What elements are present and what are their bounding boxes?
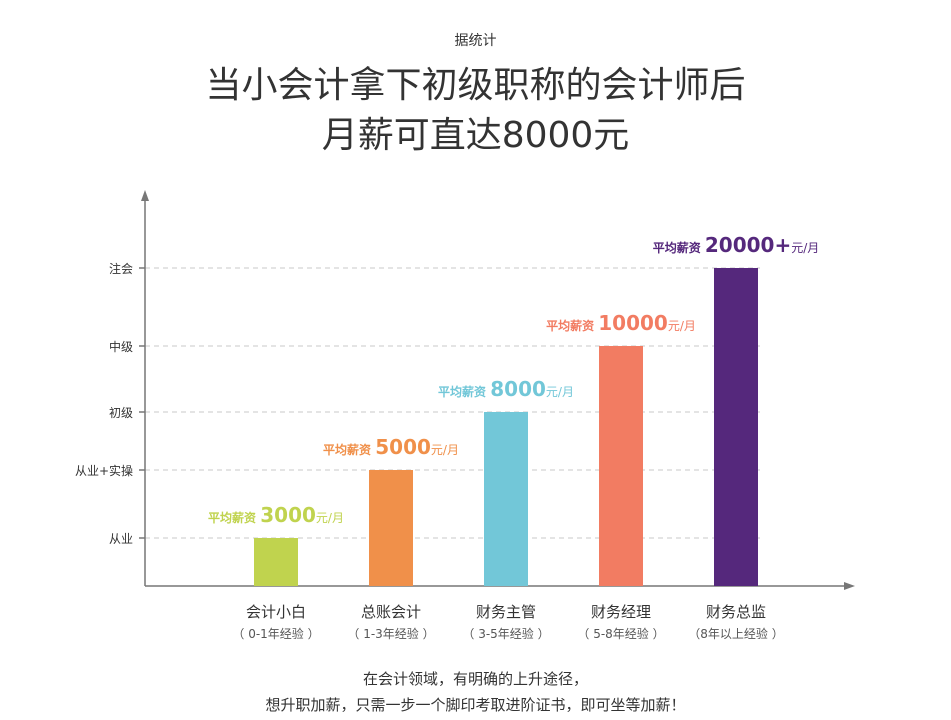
salary-value: 8000	[490, 377, 546, 401]
bars	[254, 268, 758, 586]
x-tick-label: 财务经理	[591, 603, 651, 621]
headline-line-2: 月薪可直达8000元	[321, 115, 630, 156]
bar	[369, 470, 413, 586]
y-tick-label: 从业	[109, 532, 133, 546]
grid-lines	[139, 267, 760, 539]
salary-unit: 元/月	[791, 241, 819, 255]
salary-unit: 元/月	[668, 319, 696, 333]
headline-line-1: 当小会计拿下初级职称的会计师后	[205, 65, 746, 106]
x-tick-label: 财务总监	[706, 603, 766, 621]
x-tick-sublabel: （ 0-1年经验 ）	[232, 626, 319, 641]
footer-line-2: 想升职加薪，只需一步一个脚印考取进阶证书，即可坐等加薪！	[265, 696, 686, 714]
salary-prefix: 平均薪资	[208, 510, 260, 525]
salary-label: 平均薪资 8000元/月	[438, 377, 574, 401]
eyebrow-text: 据统计	[454, 33, 497, 49]
y-axis-arrow	[141, 190, 149, 201]
salary-prefix: 平均薪资	[653, 240, 705, 255]
salary-value: 3000	[260, 503, 316, 527]
x-axis-arrow	[844, 582, 855, 590]
y-tick-label: 注会	[109, 261, 133, 276]
x-tick-sublabel: （ 5-8年经验 ）	[577, 626, 664, 641]
salary-label: 平均薪资 20000+元/月	[653, 233, 820, 257]
footer-line-1: 在会计领域，有明确的上升途径，	[362, 670, 588, 688]
salary-unit: 元/月	[316, 511, 344, 525]
bar	[714, 268, 758, 586]
salary-value: 5000	[375, 435, 431, 459]
y-tick-labels: 从业 从业+实操 初级 中级 注会	[75, 261, 133, 546]
x-tick-sublabel: （ 1-3年经验 ）	[347, 626, 434, 641]
salary-prefix: 平均薪资	[546, 318, 598, 333]
bar	[484, 412, 528, 586]
x-tick-label: 会计小白	[246, 603, 306, 621]
y-tick-label: 初级	[109, 406, 133, 420]
bar	[599, 346, 643, 586]
y-tick-label: 从业+实操	[75, 463, 133, 478]
y-tick-label: 中级	[109, 339, 133, 354]
x-tick-labels: 会计小白 （ 0-1年经验 ） 总账会计 （ 1-3年经验 ） 财务主管 （ 3-5年经验…	[232, 603, 783, 641]
x-tick-sublabel: （8年以上经验 ）	[688, 626, 783, 641]
x-tick-label: 总账会计	[361, 603, 421, 621]
salary-unit: 元/月	[431, 443, 459, 457]
x-tick-sublabel: （ 3-5年经验 ）	[462, 626, 549, 641]
salary-unit: 元/月	[546, 385, 574, 399]
bar	[254, 538, 298, 586]
salary-value: 10000	[598, 311, 668, 335]
salary-value: 20000+	[705, 233, 791, 257]
salary-label: 平均薪资 5000元/月	[323, 435, 459, 459]
x-tick-label: 财务主管	[476, 603, 536, 621]
salary-label: 平均薪资 10000元/月	[546, 311, 696, 335]
salary-label: 平均薪资 3000元/月	[208, 503, 344, 527]
salary-prefix: 平均薪资	[438, 384, 490, 399]
salary-prefix: 平均薪资	[323, 442, 375, 457]
